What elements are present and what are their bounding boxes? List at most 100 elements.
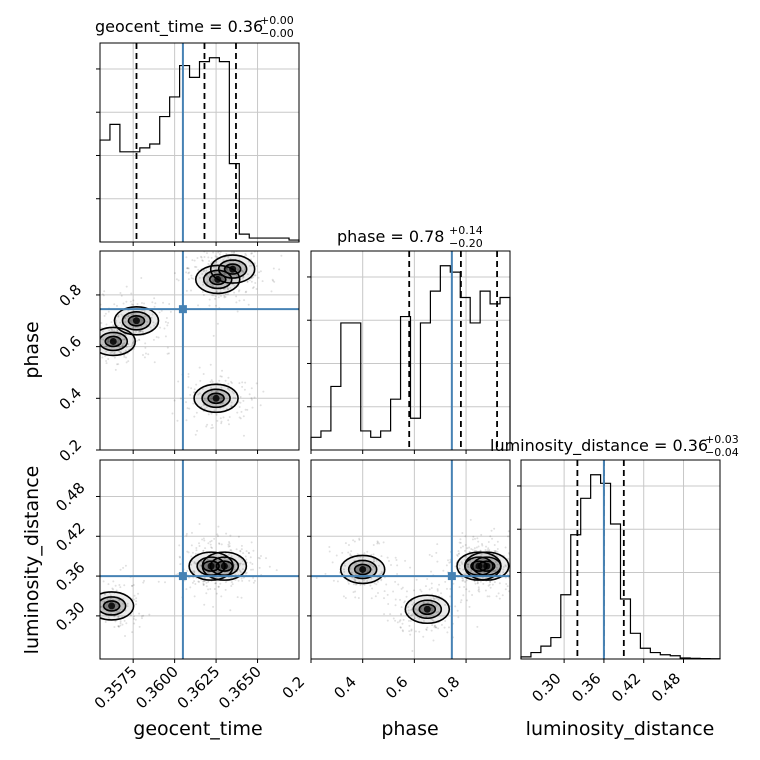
- panel-geocent_time-vs-phase-sample: [228, 246, 230, 248]
- panel-geocent_time-vs-phase-sample: [207, 413, 210, 416]
- panel-geocent_time-vs-phase-sample: [144, 346, 147, 349]
- panel-phase-vs-luminosity_distance-sample: [398, 620, 401, 623]
- panel-geocent_time-vs-phase-sample: [188, 407, 191, 410]
- panel-phase-vs-luminosity_distance-sample: [353, 579, 356, 582]
- panel-geocent_time-vs-phase-sample: [214, 297, 217, 300]
- panel-phase-vs-luminosity_distance-sample: [332, 579, 335, 582]
- panel-phase-vs-luminosity_distance-sample: [466, 599, 469, 602]
- panel-phase-vs-luminosity_distance-sample: [463, 573, 466, 576]
- panel-phase-vs-luminosity_distance-sample: [488, 595, 491, 598]
- panel-geocent_time-vs-luminosity_distance-sample: [209, 540, 212, 543]
- panel-geocent_time-vs-luminosity_distance-contour: [100, 591, 135, 621]
- panel-phase-vs-luminosity_distance-sample: [473, 549, 476, 552]
- panel-phase-vs-luminosity_distance-sample: [396, 572, 399, 575]
- panel-phase-vs-luminosity_distance-sample: [527, 551, 529, 553]
- panel-phase-vs-luminosity_distance-sample: [514, 579, 516, 581]
- panel-geocent_time-vs-phase-sample: [110, 329, 113, 332]
- panel-phase-vs-luminosity_distance-sample: [424, 585, 427, 588]
- panel-phase-vs-luminosity_distance-sample: [431, 624, 434, 627]
- panel-geocent_time-vs-phase-sample: [233, 291, 236, 294]
- panel-geocent_time-vs-phase-sample: [210, 390, 213, 393]
- panel-geocent_time-vs-luminosity_distance-sample: [117, 616, 120, 619]
- panel-geocent_time-vs-phase-sample: [195, 383, 198, 386]
- panel-geocent_time-vs-phase-sample: [158, 311, 161, 314]
- panel-phase-vs-luminosity_distance-sample: [456, 553, 459, 556]
- panel-phase-vs-luminosity_distance-sample: [407, 612, 410, 615]
- panel-phase-vs-luminosity_distance-sample: [390, 564, 393, 567]
- panel-geocent_time-vs-phase-sample: [215, 290, 218, 293]
- panel-phase-vs-luminosity_distance-sample: [457, 552, 460, 555]
- panel-phase-vs-luminosity_distance-sample: [473, 580, 476, 583]
- panel-phase-vs-luminosity_distance-sample: [363, 579, 366, 582]
- panel-geocent_time-vs-luminosity_distance-sample: [244, 555, 247, 558]
- panel-phase-vs-luminosity_distance-sample: [434, 626, 437, 629]
- panel-geocent_time-vs-phase-sample: [239, 396, 242, 399]
- panel-geocent_time-vs-phase-sample: [202, 294, 205, 297]
- panel-geocent_time-vs-phase-sample: [177, 279, 180, 282]
- panel-geocent_time-vs-phase-sample: [121, 344, 124, 347]
- panel-phase-vs-luminosity_distance-sample: [481, 558, 484, 561]
- panel-geocent_time-vs-phase-sample: [100, 321, 103, 324]
- panel-phase-vs-luminosity_distance-sample: [462, 594, 465, 597]
- panel-geocent_time-vs-phase-sample: [132, 341, 135, 344]
- panel-phase-vs-luminosity_distance-sample: [482, 582, 485, 585]
- panel-geocent_time-vs-luminosity_distance-sample: [126, 605, 129, 608]
- panel-phase-vs-luminosity_distance-sample: [510, 562, 512, 564]
- panel-phase-vs-luminosity_distance-sample: [405, 590, 408, 593]
- panel-geocent_time-vs-luminosity_distance-sample: [258, 566, 261, 569]
- panel-geocent_time-vs-phase-sample: [272, 267, 275, 270]
- panel-geocent_time-vs-phase-sample: [176, 419, 179, 422]
- panel-geocent_time-vs-phase-sample: [167, 352, 170, 355]
- panel-geocent_time-vs-luminosity_distance-sample: [204, 547, 207, 550]
- hist-panel-luminosity_distance: [517, 459, 721, 663]
- title-phase: phase = 0.78 +0.14 −0.20: [337, 224, 483, 250]
- panel-phase-vs-luminosity_distance-sample: [477, 586, 480, 589]
- panel-geocent_time-vs-phase-sample: [137, 330, 140, 333]
- panel-geocent_time-vs-phase-sample: [226, 387, 229, 390]
- panel-geocent_time-vs-phase-sample: [116, 324, 119, 327]
- panel-geocent_time-vs-phase-sample: [125, 285, 128, 288]
- panel-geocent_time-vs-luminosity_distance-sample: [88, 591, 90, 593]
- panel-phase-vs-luminosity_distance-sample: [507, 557, 510, 560]
- panel-geocent_time-vs-phase-sample: [259, 270, 262, 273]
- panel-geocent_time-vs-phase-sample: [198, 392, 201, 395]
- title-luminosity-distance: luminosity_distance = 0.36 +0.03 −0.04: [490, 433, 739, 459]
- panel-phase-vs-luminosity_distance-sample: [374, 595, 377, 598]
- panel-geocent_time-vs-phase-sample: [270, 290, 273, 293]
- panel-phase-vs-luminosity_distance-sample: [435, 626, 438, 629]
- panel-geocent_time-vs-phase-sample: [205, 269, 208, 272]
- panel-geocent_time-vs-phase-sample: [261, 280, 264, 283]
- panel-geocent_time-vs-phase-sample: [234, 397, 237, 400]
- panel-geocent_time-vs-phase-sample: [154, 302, 157, 305]
- panel-geocent_time-vs-phase-sample: [252, 286, 255, 289]
- panel-geocent_time-vs-phase-sample: [222, 278, 225, 281]
- panel-geocent_time-vs-luminosity_distance-sample: [177, 572, 180, 575]
- panel-geocent_time-vs-luminosity_distance-sample: [197, 580, 200, 583]
- panel-phase-vs-luminosity_distance-sample: [511, 563, 513, 565]
- panel-geocent_time-vs-luminosity_distance-sample: [213, 588, 216, 591]
- panel-geocent_time-vs-luminosity_distance-sample: [91, 598, 93, 600]
- panel-geocent_time-vs-phase-sample: [212, 334, 215, 337]
- panel-geocent_time-vs-phase-sample: [139, 330, 142, 333]
- panel-phase-vs-luminosity_distance-sample: [351, 576, 354, 579]
- panel-geocent_time-vs-phase-sample: [230, 251, 233, 254]
- panel-geocent_time-vs-luminosity_distance-sample: [187, 551, 190, 554]
- panel-geocent_time-vs-phase-sample: [154, 322, 157, 325]
- panel-geocent_time-vs-luminosity_distance-sample: [239, 571, 242, 574]
- xtick-label-luminosity_distance: 0.42: [608, 669, 644, 705]
- panel-geocent_time-vs-phase-sample: [243, 299, 246, 302]
- panel-geocent_time-vs-phase-sample: [119, 351, 122, 354]
- panel-geocent_time-vs-phase-sample: [240, 239, 242, 241]
- panel-geocent_time-vs-phase-sample: [118, 350, 121, 353]
- ytick-label-phase: 0.8: [56, 281, 86, 311]
- panel-phase-vs-luminosity_distance-sample: [402, 618, 405, 621]
- panel-phase-vs-luminosity_distance-sample: [422, 635, 425, 638]
- panel-geocent_time-vs-phase-sample: [120, 294, 123, 297]
- panel-geocent_time-vs-phase-sample: [105, 350, 108, 353]
- panel-geocent_time-vs-phase-sample: [125, 361, 128, 364]
- panel-geocent_time-vs-phase-sample: [101, 356, 104, 359]
- panel-phase-vs-luminosity_distance-sample: [352, 583, 355, 586]
- panel-geocent_time-vs-phase-sample: [168, 302, 171, 305]
- panel-geocent_time-vs-phase-sample: [130, 303, 133, 306]
- panel-geocent_time-vs-phase-sample: [221, 396, 224, 399]
